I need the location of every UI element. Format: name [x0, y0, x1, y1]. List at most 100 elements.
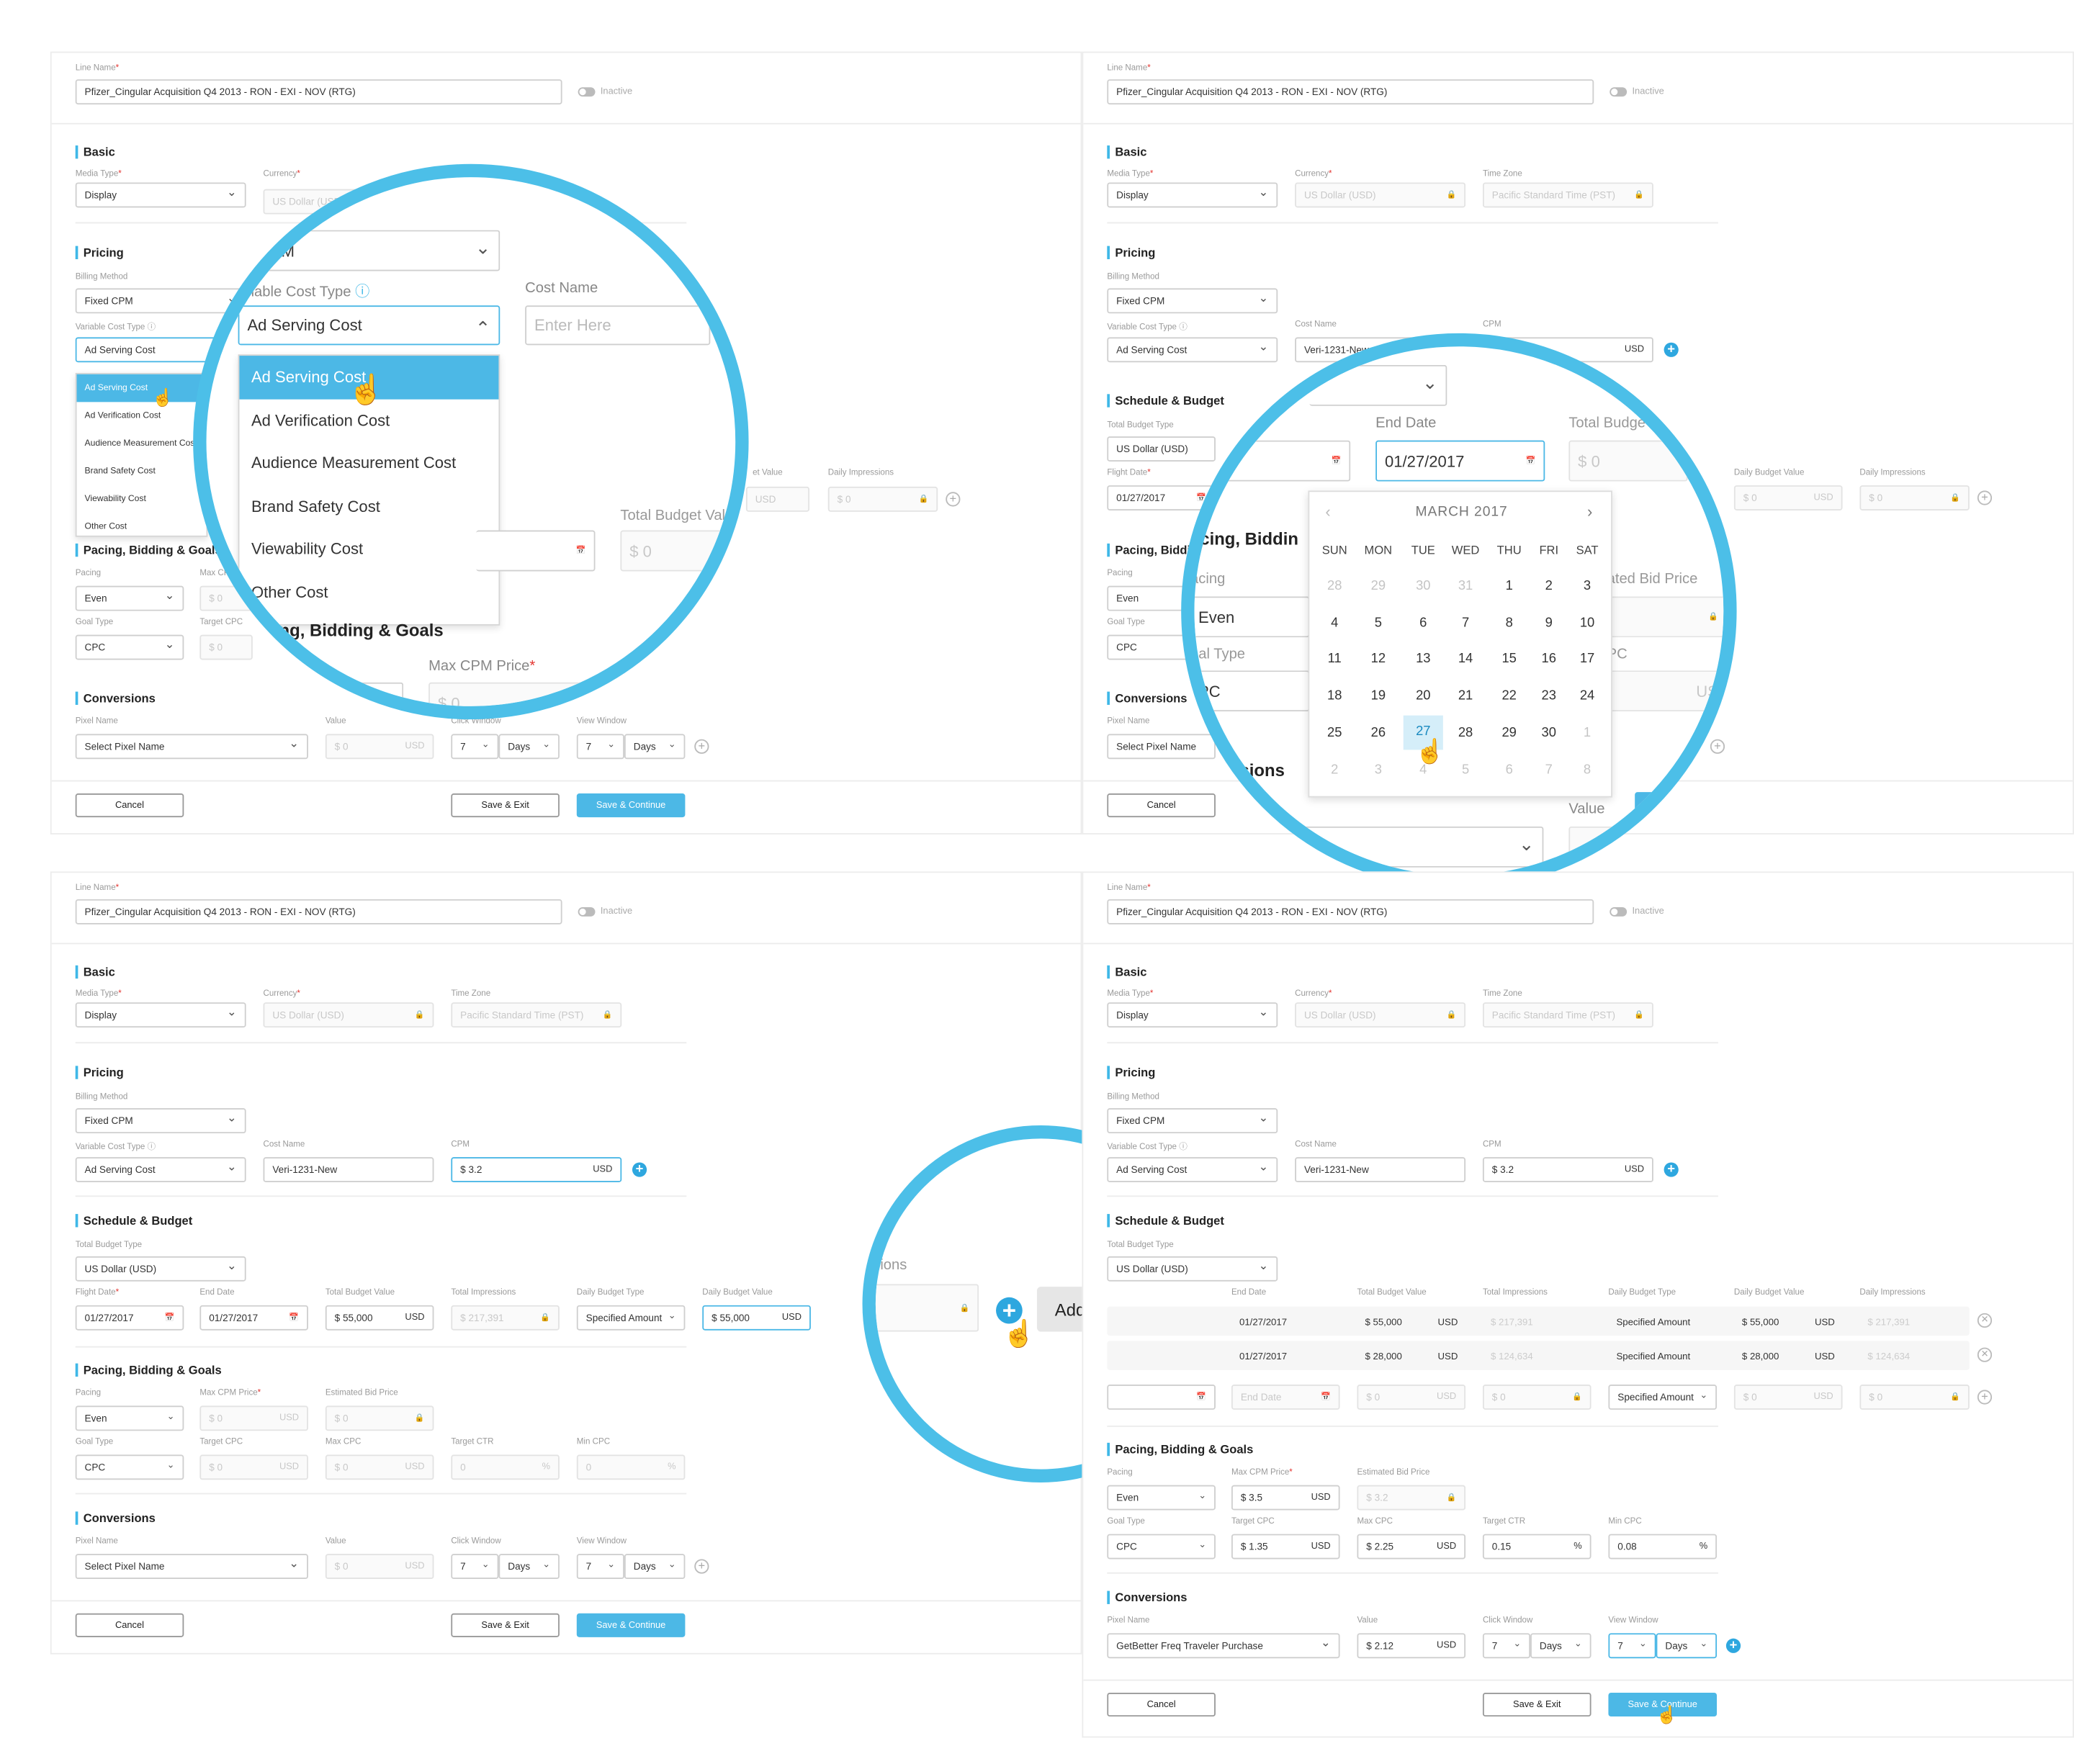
- flight-date-input[interactable]: 01/27/2017 📅: [1107, 485, 1216, 510]
- add-row-icon[interactable]: +: [1710, 739, 1725, 754]
- calendar-day[interactable]: 28: [1458, 725, 1473, 741]
- calendar-day[interactable]: 8: [1505, 616, 1513, 631]
- line-name-input[interactable]: Pfizer_Cingular Acquisition Q4 2013 - RO…: [75, 899, 562, 924]
- save-continue-button[interactable]: Save & Continue: [576, 1613, 686, 1637]
- billing-method-select[interactable]: Fixed CPM ⌄: [75, 1108, 246, 1134]
- calendar-day[interactable]: 2: [1545, 579, 1553, 594]
- value-input[interactable]: $ 2.12 USD: [1357, 1633, 1466, 1659]
- next-month-icon[interactable]: ›: [1587, 502, 1593, 521]
- view-window-number[interactable]: 7 ⌄: [576, 734, 624, 760]
- calendar-day[interactable]: 21: [1458, 689, 1473, 704]
- calendar-day[interactable]: 24: [1579, 689, 1595, 704]
- pixel-name-select[interactable]: Select Pixel Name: [1107, 734, 1216, 760]
- variable-cost-type-zoom-select[interactable]: Ad Serving Cost ⌃: [238, 305, 500, 346]
- calendar-day[interactable]: 2: [1331, 762, 1339, 778]
- save-continue-zoom-button[interactable]: ontinue: [1635, 792, 1718, 818]
- calendar-day[interactable]: 12: [1370, 652, 1386, 667]
- calendar-day[interactable]: 19: [1370, 689, 1386, 704]
- calendar-day[interactable]: 20: [1416, 689, 1431, 704]
- calendar-day[interactable]: 15: [1501, 652, 1517, 667]
- dropdown-option[interactable]: Ad Serving Cost: [76, 374, 207, 402]
- goal-type-select[interactable]: CPC ⌄: [75, 1454, 184, 1480]
- view-window-unit[interactable]: Days ⌄: [1656, 1633, 1718, 1659]
- add-row-icon[interactable]: +: [1977, 490, 1993, 505]
- billing-method-select[interactable]: Fixed CPM ⌄: [1107, 288, 1278, 314]
- previous-month-icon[interactable]: ‹: [1325, 502, 1331, 521]
- calendar-day[interactable]: 16: [1541, 652, 1556, 667]
- status-toggle[interactable]: [1610, 906, 1628, 917]
- remove-row-icon[interactable]: ✕: [1977, 1313, 1993, 1328]
- dropdown-option[interactable]: Viewability Cost: [251, 539, 364, 559]
- view-window-unit[interactable]: Days ⌄: [624, 1554, 686, 1580]
- cancel-button[interactable]: Cancel: [75, 793, 184, 818]
- status-toggle[interactable]: [578, 87, 596, 97]
- calendar-day[interactable]: 5: [1374, 616, 1382, 631]
- total-budget-type-zoom[interactable]: ⌄: [1309, 364, 1447, 406]
- variable-cost-type-select[interactable]: Ad Serving Cost ⌄: [75, 1157, 246, 1183]
- calendar-day[interactable]: 30: [1416, 579, 1431, 594]
- calendar-day[interactable]: 31: [1458, 579, 1473, 594]
- dropdown-option[interactable]: Viewability Cost: [84, 494, 146, 504]
- min-cpc-input[interactable]: 0.08%: [1608, 1534, 1718, 1560]
- cost-name-input[interactable]: Veri-1231-New: [263, 1157, 434, 1183]
- dropdown-option[interactable]: Ad Verification Cost: [251, 410, 390, 430]
- billing-method-select[interactable]: Fixed CPM ⌄: [1107, 1108, 1278, 1134]
- calendar-day[interactable]: 4: [1331, 616, 1339, 631]
- media-type-select[interactable]: Display ⌄: [1107, 1002, 1278, 1028]
- calendar-day[interactable]: 11: [1327, 652, 1342, 667]
- calendar-day[interactable]: 3: [1583, 579, 1592, 594]
- calendar-day[interactable]: 6: [1419, 616, 1427, 631]
- save-continue-button[interactable]: Save & Continue: [576, 793, 686, 818]
- dropdown-option[interactable]: Ad Serving Cost: [239, 356, 499, 399]
- goal-type-select[interactable]: CPC ⌄: [1107, 1534, 1216, 1560]
- add-icon[interactable]: +: [632, 1162, 647, 1177]
- calendar-day[interactable]: 7: [1545, 762, 1553, 778]
- max-cpc-input[interactable]: $ 2.25 USD: [1357, 1534, 1466, 1560]
- calendar-day[interactable]: 29: [1370, 579, 1386, 594]
- media-type-select[interactable]: Display ⌄: [75, 182, 246, 208]
- save-exit-button[interactable]: Save & Exit: [451, 1613, 560, 1637]
- daily-budget-type-select[interactable]: Specified Amount ⌄: [1608, 1385, 1718, 1410]
- selected-day[interactable]: 27: [1403, 715, 1443, 750]
- calendar-day[interactable]: 17: [1579, 652, 1595, 667]
- total-budget-value-input[interactable]: $ 55,000 USD: [325, 1305, 434, 1331]
- add-row-icon[interactable]: +: [694, 739, 709, 754]
- goal-type-select[interactable]: CPC ⌄: [75, 634, 184, 660]
- dropdown-option[interactable]: Audience Measurement Cost: [84, 438, 197, 449]
- end-date-zoom-input[interactable]: 01/27/2017 📅: [1375, 440, 1545, 482]
- dropdown-option[interactable]: Brand Safety Cost: [84, 467, 156, 477]
- total-budget-type-select[interactable]: US Dollar (USD) ⌄: [75, 1256, 246, 1282]
- save-exit-button[interactable]: Save & Exit: [451, 793, 560, 818]
- target-ctr-input[interactable]: 0.15%: [1482, 1534, 1592, 1560]
- media-type-select[interactable]: Display ⌄: [1107, 182, 1278, 208]
- click-window-number[interactable]: 7 ⌄: [1482, 1633, 1531, 1659]
- dropdown-option[interactable]: Other Cost: [84, 522, 127, 532]
- add-icon[interactable]: +: [1664, 1162, 1679, 1177]
- calendar-day[interactable]: 14: [1458, 652, 1473, 667]
- calendar-day[interactable]: 23: [1541, 689, 1556, 704]
- goal-type-zoom-field[interactable]: PC: [1194, 670, 1310, 712]
- end-date-input[interactable]: 01/27/2017 📅: [199, 1305, 308, 1331]
- calendar-day[interactable]: 30: [1541, 725, 1556, 741]
- click-window-unit[interactable]: Days ⌄: [498, 734, 560, 760]
- dropdown-option[interactable]: Brand Safety Cost: [251, 497, 380, 516]
- calendar-day[interactable]: 4: [1419, 762, 1427, 778]
- cancel-button[interactable]: Cancel: [1107, 1692, 1216, 1717]
- cost-name-input[interactable]: Veri-1231-New: [1295, 1157, 1466, 1183]
- pixel-zoom-select[interactable]: ⌄: [1303, 826, 1544, 868]
- view-window-unit[interactable]: Days ⌄: [624, 734, 686, 760]
- line-name-input[interactable]: Pfizer_Cingular Acquisition Q4 2013 - RO…: [1107, 79, 1594, 105]
- calendar-day[interactable]: 10: [1579, 616, 1595, 631]
- calendar-day[interactable]: 7: [1461, 616, 1470, 631]
- calendar-day[interactable]: 25: [1327, 725, 1342, 741]
- click-window-unit[interactable]: Days ⌄: [1530, 1633, 1592, 1659]
- add-row-icon[interactable]: +: [1977, 1390, 1993, 1405]
- calendar-day[interactable]: 29: [1501, 725, 1517, 741]
- calendar-day[interactable]: 3: [1374, 762, 1382, 778]
- cancel-button[interactable]: Cancel: [1107, 793, 1216, 818]
- max-cpm-input[interactable]: $ 3.5 USD: [1231, 1485, 1340, 1511]
- pixel-name-select[interactable]: Select Pixel Name ⌄: [75, 1554, 308, 1580]
- add-icon[interactable]: +: [1664, 342, 1679, 357]
- calendar-day[interactable]: 9: [1545, 616, 1553, 631]
- cancel-button[interactable]: Cancel: [75, 1613, 184, 1637]
